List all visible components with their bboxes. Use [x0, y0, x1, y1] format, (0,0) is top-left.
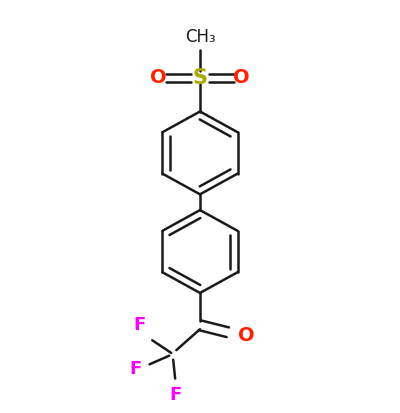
Text: F: F	[133, 316, 146, 334]
Text: O: O	[150, 69, 167, 88]
Text: O: O	[238, 326, 254, 345]
Text: F: F	[169, 387, 181, 404]
Text: F: F	[129, 361, 142, 378]
Text: S: S	[192, 68, 208, 88]
Text: CH₃: CH₃	[185, 28, 215, 46]
Text: O: O	[233, 69, 250, 88]
